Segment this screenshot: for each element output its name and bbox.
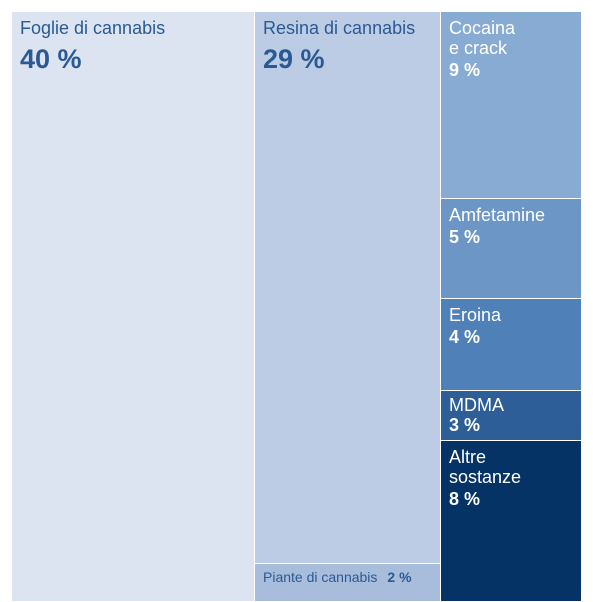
cell-mdma: MDMA 3 % xyxy=(441,391,582,441)
label-resina-di-cannabis: Resina di cannabis xyxy=(263,18,416,38)
cell-foglie-di-cannabis: Foglie di cannabis 40 % xyxy=(12,12,255,602)
value-resina-di-cannabis: 29 % xyxy=(263,44,325,75)
label-cocaina-e-crack: Cocaina e crack xyxy=(449,18,516,59)
value-foglie-di-cannabis: 40 % xyxy=(20,44,82,75)
value-piante-di-cannabis: 2 % xyxy=(387,569,412,585)
value-eroina: 4 % xyxy=(449,327,481,348)
label-foglie-di-cannabis: Foglie di cannabis xyxy=(20,18,166,38)
value-mdma: 3 % xyxy=(449,415,481,436)
label-mdma: MDMA xyxy=(449,395,504,415)
cell-resina-di-cannabis: Resina di cannabis 29 % xyxy=(255,12,441,564)
value-cocaina-e-crack: 9 % xyxy=(449,60,481,81)
cell-amfetamine: Amfetamine 5 % xyxy=(441,199,582,299)
cell-altre-sostanze: Altre sostanze 8 % xyxy=(441,441,582,602)
cell-piante-di-cannabis: Piante di cannabis 2 % xyxy=(255,564,441,602)
cell-cocaina-e-crack: Cocaina e crack 9 % xyxy=(441,12,582,199)
label-eroina: Eroina xyxy=(449,305,502,325)
value-amfetamine: 5 % xyxy=(449,227,481,248)
label-piante-di-cannabis: Piante di cannabis xyxy=(263,569,378,585)
cell-eroina: Eroina 4 % xyxy=(441,299,582,391)
label-altre-sostanze: Altre sostanze xyxy=(449,447,522,488)
value-altre-sostanze: 8 % xyxy=(449,489,481,510)
label-amfetamine: Amfetamine xyxy=(449,205,546,225)
